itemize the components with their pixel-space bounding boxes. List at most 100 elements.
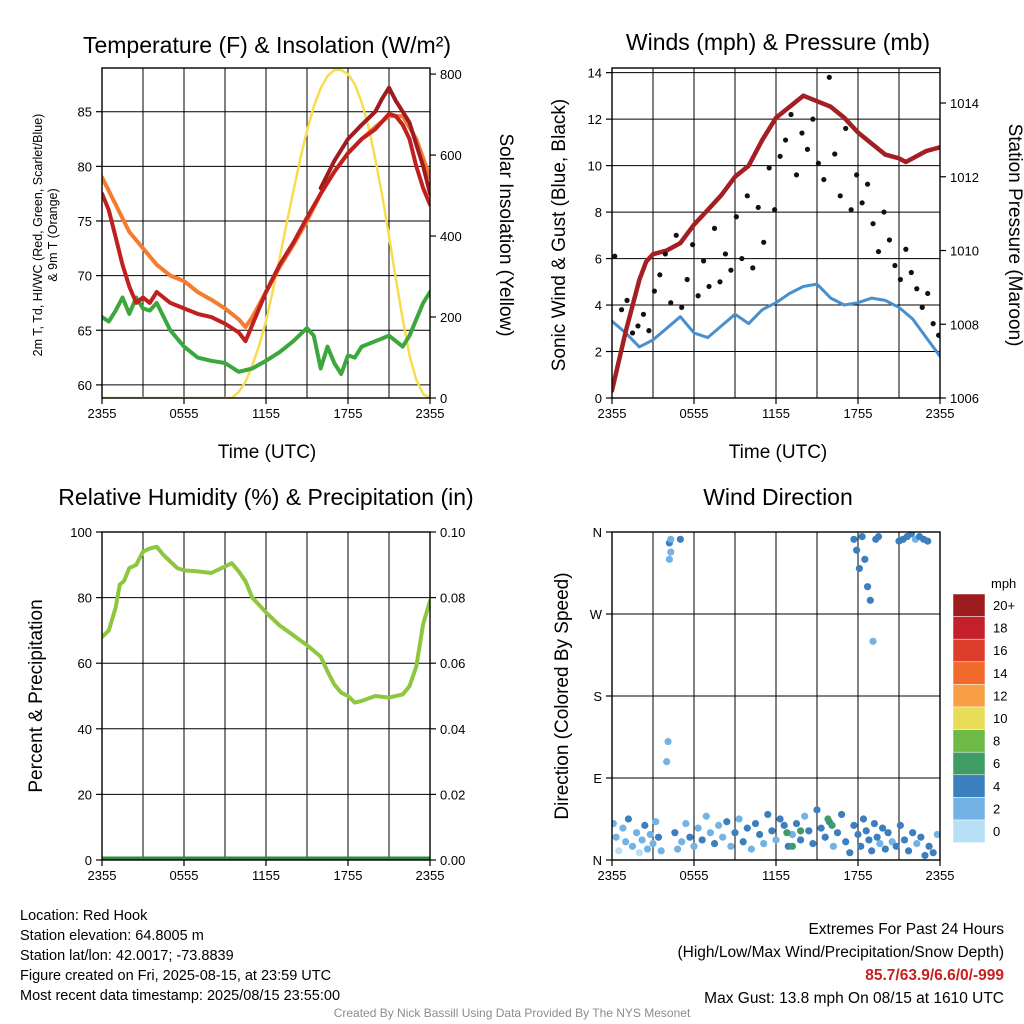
wind-direction-point: [821, 833, 829, 841]
wind-direction-point: [628, 842, 637, 850]
wind-direction-point: [727, 842, 735, 850]
rh-y-tick-label: 40: [78, 722, 92, 737]
temp-y2-axis-label: Solar Insolation (Yellow): [495, 133, 516, 336]
gust-point: [618, 307, 625, 313]
temp-y-tick-label: 80: [78, 159, 92, 174]
wind-direction-point: [698, 836, 706, 844]
wind-y2-tick-label: 1006: [950, 391, 979, 406]
wind-direction-point: [857, 842, 865, 850]
gust-point: [722, 251, 729, 257]
gust-point: [711, 225, 718, 231]
wind-direction-point: [652, 818, 660, 826]
wind-direction-point: [904, 847, 913, 855]
wind-direction-point: [870, 819, 879, 828]
rh-y2-tick-label: 0.08: [440, 591, 465, 606]
dir-x-tick-label: 2355: [598, 868, 627, 883]
wind-direction-point: [664, 737, 672, 746]
colorbar-label: 14: [993, 666, 1007, 681]
wind-direction-point: [813, 806, 821, 814]
wind-direction-point: [719, 833, 727, 841]
colorbar-swatch: [952, 616, 986, 640]
gust-point: [799, 130, 805, 136]
gust-point: [919, 304, 925, 310]
wind-direction-point: [900, 836, 909, 844]
gust-point: [875, 248, 882, 255]
gust-point: [679, 304, 685, 310]
wind-direction-point: [646, 830, 654, 839]
wind-direction-point: [909, 829, 917, 837]
rh-y2-tick-label: 0.02: [440, 787, 465, 802]
wind-series-group: [612, 74, 940, 393]
wind-direction-point: [921, 851, 929, 860]
wind-direction-point: [829, 842, 838, 850]
dir-y-tick-label: W: [590, 607, 603, 622]
wind-direction-point: [855, 564, 863, 573]
wind-y2-tick-label: 1012: [950, 170, 979, 185]
wind-direction-point: [751, 819, 760, 828]
wind-direction-point: [873, 833, 881, 841]
rh-y-tick-label: 0: [85, 853, 92, 868]
wind-direction-point: [929, 849, 937, 857]
elevation-text: Station elevation: 64.8005 m: [20, 928, 204, 944]
gust-point: [744, 193, 750, 199]
dir-y-tick-label: E: [593, 771, 602, 786]
gust-point: [788, 111, 794, 118]
gust-point: [837, 193, 843, 199]
wind-direction-point: [876, 840, 884, 848]
temp-y-tick-label: 85: [78, 105, 92, 120]
rh-x-tick-label: 1755: [334, 868, 363, 883]
wind-direction-point: [892, 842, 900, 850]
wind-direction-point: [833, 829, 842, 837]
gust-point: [782, 137, 789, 143]
extremes-legend: (High/Low/Max Wind/Precipitation/Snow De…: [677, 944, 1005, 961]
wind-direction-point: [884, 829, 892, 837]
wind-direction-point: [682, 819, 690, 828]
wind-direction-point: [772, 836, 780, 844]
colorbar-label: 0: [993, 824, 1000, 839]
wind-direction-point: [633, 829, 641, 837]
wind-x-tick-label: 2355: [926, 406, 955, 421]
wind-direction-point: [768, 827, 776, 835]
heat-index-line: [318, 85, 430, 196]
wind-direction-point: [743, 824, 751, 832]
gust-point: [897, 276, 903, 283]
wind-direction-point: [747, 845, 756, 853]
wind-direction-point: [671, 829, 679, 837]
wind-panel-title: Winds (mph) & Pressure (mb): [626, 29, 930, 55]
colorbar-label: 8: [993, 734, 1000, 749]
location-text: Location: Red Hook: [20, 908, 148, 924]
colorbar-label: 10: [993, 711, 1007, 726]
recent-data-text: Most recent data timestamp: 2025/08/15 2…: [20, 988, 341, 1004]
temp-y-axis-label-line2: & 9m T (Orange): [46, 188, 60, 281]
wind-direction-point: [801, 812, 809, 820]
dewpoint-line: [102, 290, 430, 376]
wind-direction-point: [641, 821, 649, 829]
gust-point: [925, 290, 931, 297]
wind-direction-point: [797, 836, 805, 844]
colorbar-label: 4: [993, 779, 1000, 794]
wind-direction-point: [868, 847, 876, 855]
extremes-values: 85.7/63.9/6.6/0/-999: [865, 967, 1004, 984]
wind-direction-point: [850, 821, 858, 829]
dir-y-tick-label: N: [593, 853, 602, 868]
wind-direction-point: [657, 847, 665, 855]
wind-direction-point: [776, 815, 784, 823]
colorbar-swatch: [952, 593, 986, 617]
wind-direction-point: [676, 535, 684, 543]
solar-insolation-line: [102, 68, 430, 398]
dir-x-tick-label: 1755: [844, 868, 873, 883]
temp-y2-tick-label: 600: [440, 148, 462, 163]
wind-direction-point: [925, 842, 933, 850]
wind-direction-point: [809, 840, 817, 848]
wind-y2-tick-label: 1008: [950, 317, 979, 332]
temp-x-tick-label: 0555: [170, 406, 199, 421]
rh-x-tick-label: 2355: [416, 868, 445, 883]
colorbar-swatch: [952, 638, 986, 663]
gust-point: [859, 200, 865, 206]
gust-point: [772, 207, 778, 213]
wind-direction-point: [619, 824, 627, 832]
wind-direction-point: [649, 840, 657, 848]
colorbar-label: 2: [993, 801, 1000, 816]
temp-x-axis-label: Time (UTC): [218, 442, 317, 463]
